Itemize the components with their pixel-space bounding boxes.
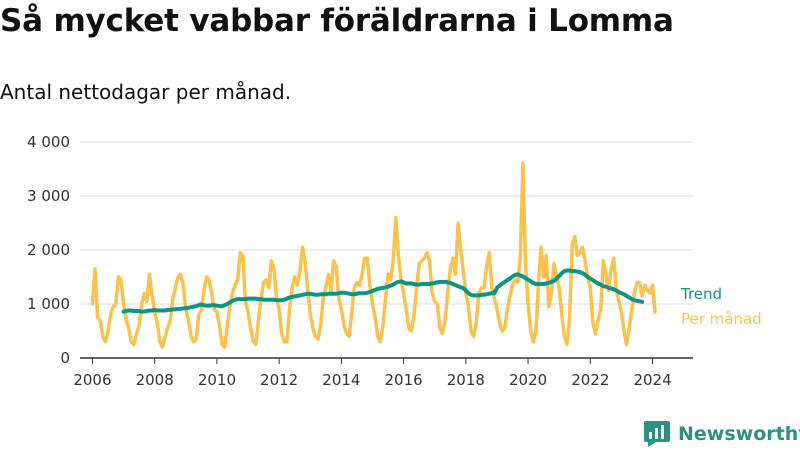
- x-tick-label: 2016: [385, 371, 423, 389]
- x-tick-label: 2006: [73, 371, 111, 389]
- y-tick-label: 3 000: [27, 187, 70, 205]
- x-tick-label: 2020: [509, 371, 547, 389]
- x-tick-label: 2018: [447, 371, 485, 389]
- x-tick-label: 2014: [322, 371, 360, 389]
- trend-series-line: [121, 268, 645, 314]
- y-tick-label: 2 000: [27, 241, 70, 259]
- trend-series-label: Trend: [680, 285, 722, 303]
- monthly-series-line: [90, 161, 657, 349]
- newsworthy-logo-icon: [644, 421, 670, 447]
- y-tick-label: 0: [60, 349, 70, 367]
- x-axis-ticks: 2006 2008 2010 2012 2014 2016 2018 2020 2022 2024: [73, 358, 672, 389]
- x-tick-label: 2022: [571, 371, 609, 389]
- series-group: [90, 161, 657, 349]
- x-tick-label: 2010: [198, 371, 236, 389]
- y-axis-ticks: 0 1 000 2 000 3 000 4 000: [27, 133, 70, 367]
- y-tick-label: 4 000: [27, 133, 70, 151]
- chart-title: Så mycket vabbar föräldrarna i Lomma: [0, 3, 674, 39]
- series-labels: Per månad Trend: [680, 285, 762, 328]
- x-tick-label: 2008: [136, 371, 174, 389]
- newsworthy-logo-text: Newsworthy: [678, 423, 800, 445]
- y-tick-label: 1 000: [27, 295, 70, 313]
- monthly-series-label: Per månad: [681, 310, 762, 328]
- x-tick-label: 2024: [633, 371, 671, 389]
- newsworthy-logo: Newsworthy: [644, 420, 800, 448]
- chart-subtitle: Antal nettodagar per månad.: [0, 80, 292, 104]
- x-tick-label: 2012: [260, 371, 298, 389]
